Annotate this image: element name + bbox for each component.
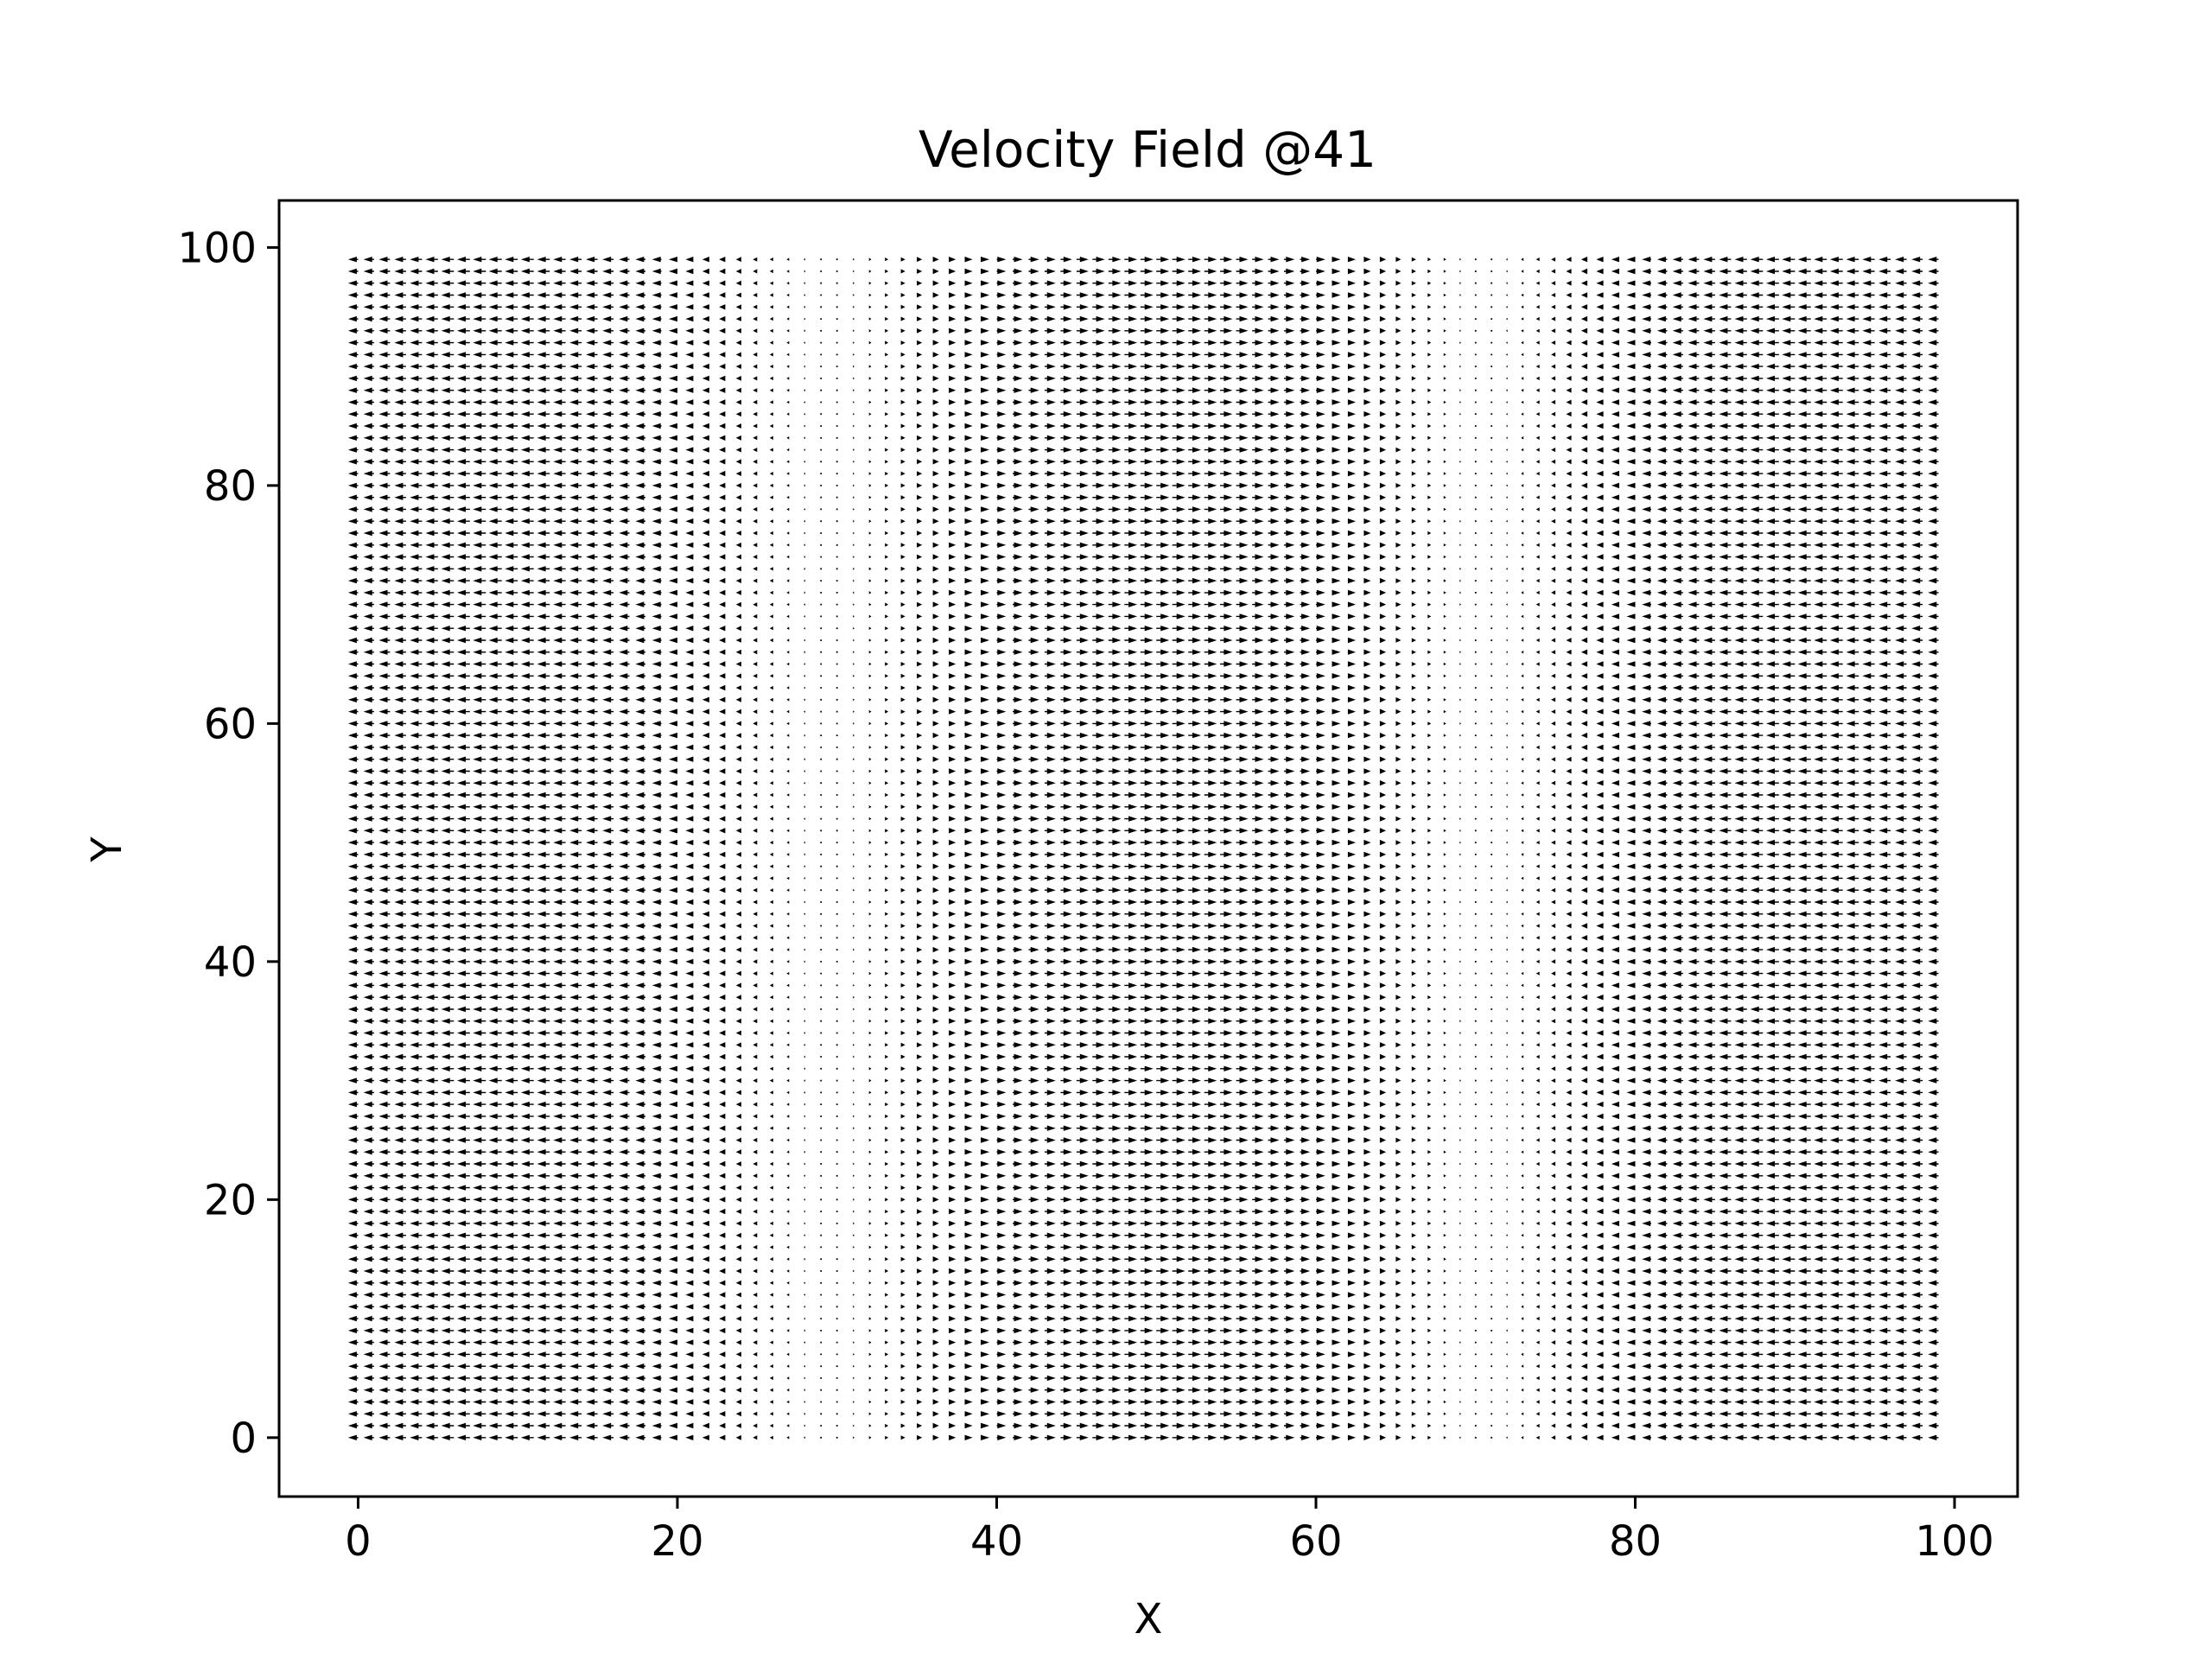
y-tick-label: 0 (230, 1414, 257, 1463)
x-tick-label: 80 (1609, 1517, 1662, 1566)
x-tick-label: 0 (345, 1517, 372, 1566)
x-tick-label: 20 (651, 1517, 703, 1566)
x-axis-label: X (1135, 1595, 1163, 1643)
plot-frame (277, 199, 2019, 1498)
x-axis-ticks: 0 20 40 60 80 100 (345, 1497, 1994, 1566)
y-tick-label: 80 (204, 462, 257, 511)
y-tick-label: 40 (204, 938, 257, 987)
y-axis-label: Y (83, 836, 131, 863)
x-tick-label: 40 (970, 1517, 1023, 1566)
y-tick-label: 20 (204, 1176, 257, 1224)
chart-title: Velocity Field @41 (918, 120, 1376, 179)
y-tick-label: 100 (177, 224, 257, 272)
y-axis-ticks: 0 20 40 60 80 100 (177, 224, 279, 1463)
x-tick-label: 60 (1289, 1517, 1342, 1566)
y-tick-label: 60 (204, 700, 257, 748)
x-tick-label: 100 (1915, 1517, 1994, 1566)
